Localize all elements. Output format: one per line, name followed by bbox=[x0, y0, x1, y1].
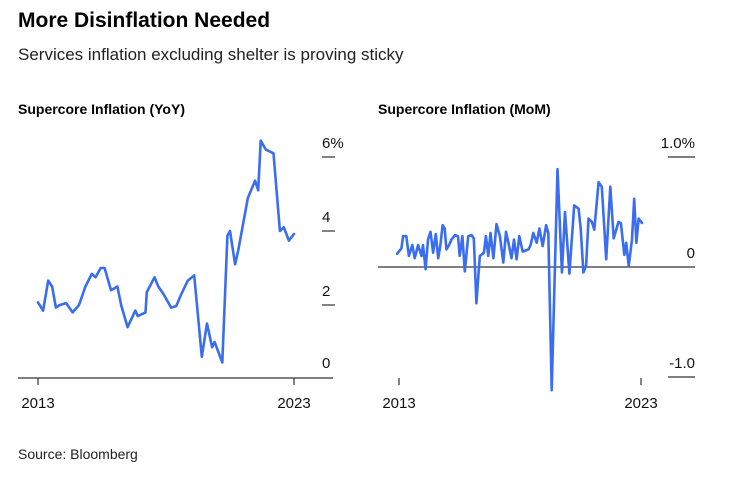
y-tick-label: 0 bbox=[687, 245, 695, 262]
y-tick-label: 4 bbox=[322, 209, 330, 226]
x-tick-label: 2013 bbox=[382, 395, 415, 412]
y-tick-label: -1.0 bbox=[669, 355, 695, 372]
mom-chart-title: Supercore Inflation (MoM) bbox=[378, 101, 551, 117]
chart-title: More Disinflation Needed bbox=[18, 9, 271, 32]
yoy-chart-title: Supercore Inflation (YoY) bbox=[18, 101, 185, 117]
mom-series-line bbox=[395, 167, 644, 392]
x-tick-label: 2023 bbox=[277, 395, 310, 412]
y-tick-label: 1.0% bbox=[661, 135, 695, 152]
source-note: Source: Bloomberg bbox=[18, 446, 138, 462]
y-tick-label: 6% bbox=[322, 135, 344, 152]
x-tick-label: 2023 bbox=[624, 395, 657, 412]
yoy-series-line bbox=[36, 139, 296, 364]
y-tick-label: 0 bbox=[322, 355, 330, 372]
x-tick-label: 2013 bbox=[21, 395, 54, 412]
chart-subtitle: Services inflation excluding shelter is … bbox=[18, 45, 404, 64]
y-tick-label: 2 bbox=[322, 283, 330, 300]
